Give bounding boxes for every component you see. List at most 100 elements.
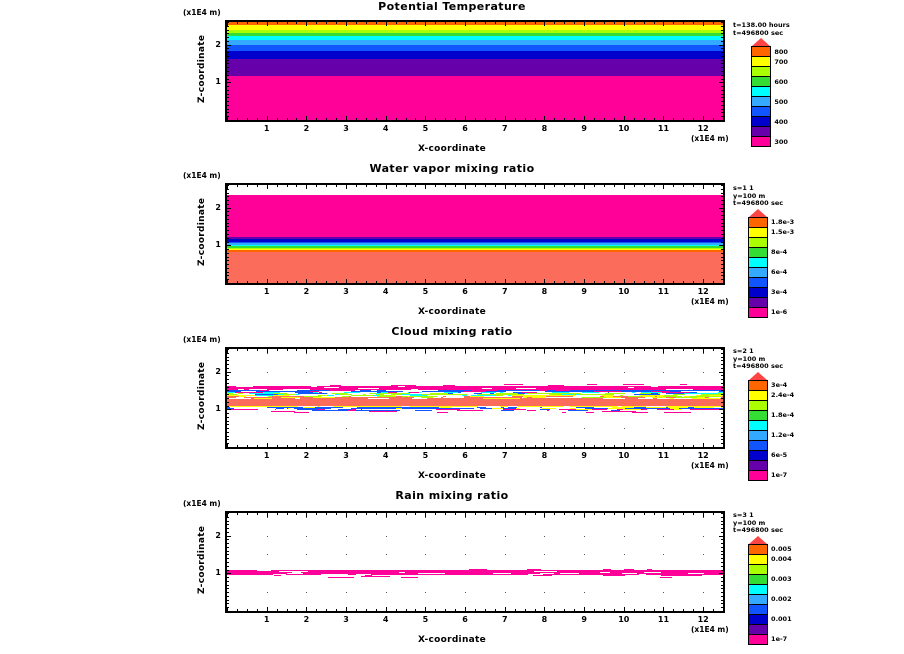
axis-tick — [306, 513, 308, 517]
grid-dot — [544, 516, 546, 518]
contour-band — [227, 575, 723, 611]
band-noise — [643, 572, 661, 574]
axis-tick — [455, 609, 457, 611]
axis-tick — [584, 513, 586, 517]
band-noise — [595, 573, 601, 575]
band-noise — [233, 393, 239, 395]
band-noise — [253, 405, 259, 407]
x-tick-label: 5 — [422, 451, 429, 460]
band-noise — [501, 409, 514, 411]
axis-tick — [721, 562, 723, 563]
band-noise — [659, 576, 672, 578]
axis-tick — [465, 22, 467, 26]
axis-tick — [227, 447, 231, 448]
band-noise — [410, 391, 439, 393]
band-noise — [496, 409, 503, 411]
axis-tick — [227, 584, 229, 586]
axis-tick — [455, 349, 457, 351]
band-noise — [397, 391, 408, 393]
axis-tick — [405, 445, 407, 447]
band-noise — [487, 396, 498, 398]
band-noise — [369, 411, 398, 413]
axis-tick — [465, 607, 467, 611]
x-tick-label: 2 — [303, 287, 310, 296]
band-noise — [627, 396, 643, 398]
band-noise — [237, 388, 245, 390]
x-tick-label: 5 — [422, 287, 429, 296]
axis-tick — [544, 443, 546, 447]
band-noise — [670, 407, 680, 409]
colorbar-tick-label: 0.001 — [771, 615, 792, 623]
band-noise — [495, 397, 520, 399]
axis-tick — [227, 420, 229, 422]
band-noise — [283, 406, 298, 408]
band-noise — [654, 384, 678, 386]
axis-tick — [719, 245, 723, 247]
axis-tick — [346, 22, 348, 26]
axis-tick — [435, 445, 437, 447]
band-noise — [681, 410, 703, 412]
y-axis-title: Z-coordinate — [197, 34, 207, 103]
axis-tick — [721, 97, 723, 99]
axis-tick — [721, 386, 723, 388]
grid-dot — [504, 535, 506, 537]
axis-tick — [721, 48, 723, 50]
axis-tick — [574, 609, 576, 611]
axis-tick — [721, 416, 723, 418]
band-noise — [420, 396, 433, 398]
axis-tick — [266, 349, 268, 353]
axis-tick — [554, 22, 556, 24]
band-noise — [416, 410, 435, 412]
axis-tick — [713, 609, 715, 611]
axis-tick — [246, 185, 248, 187]
band-noise — [650, 392, 659, 394]
colorbar-cell — [749, 564, 768, 575]
axis-tick — [385, 607, 387, 611]
band-noise — [320, 391, 339, 393]
grid-dot — [623, 592, 625, 594]
axis-tick — [455, 185, 457, 187]
band-noise — [523, 394, 538, 396]
axis-tick — [703, 349, 705, 353]
band-noise — [542, 407, 553, 409]
axis-tick — [721, 592, 723, 594]
axis-tick — [227, 349, 229, 350]
band-noise — [696, 390, 719, 392]
axis-tick — [227, 413, 229, 415]
axis-tick — [544, 513, 546, 517]
axis-tick — [721, 543, 723, 545]
axis-tick — [227, 562, 229, 563]
band-noise — [530, 408, 556, 410]
axis-tick — [613, 349, 615, 351]
band-noise — [566, 392, 589, 394]
axis-tick — [623, 279, 625, 283]
band-noise — [229, 393, 250, 395]
band-noise — [526, 569, 542, 571]
axis-tick — [683, 445, 685, 447]
band-noise — [457, 391, 461, 393]
band-noise — [614, 393, 633, 395]
axis-tick — [246, 281, 248, 283]
grid-dot — [346, 535, 348, 537]
band-noise — [599, 391, 604, 393]
axis-tick — [365, 349, 367, 351]
contour-band — [227, 32, 723, 37]
axis-tick — [465, 279, 467, 283]
y-tick-label: 2 — [215, 530, 221, 540]
axis-tick — [721, 382, 723, 384]
axis-tick — [425, 607, 427, 611]
band-noise — [646, 407, 667, 409]
band-noise — [421, 390, 425, 392]
axis-tick — [484, 609, 486, 611]
x-tick-label: 9 — [581, 124, 587, 133]
axis-tick — [534, 609, 536, 611]
axis-tick — [721, 431, 723, 433]
axis-tick — [227, 40, 229, 42]
axis-tick — [721, 550, 723, 552]
grid-dot — [623, 352, 625, 354]
axis-tick — [296, 185, 298, 187]
band-noise — [340, 405, 361, 407]
axis-tick — [227, 543, 229, 545]
band-noise — [286, 572, 303, 574]
band-noise — [467, 577, 482, 579]
